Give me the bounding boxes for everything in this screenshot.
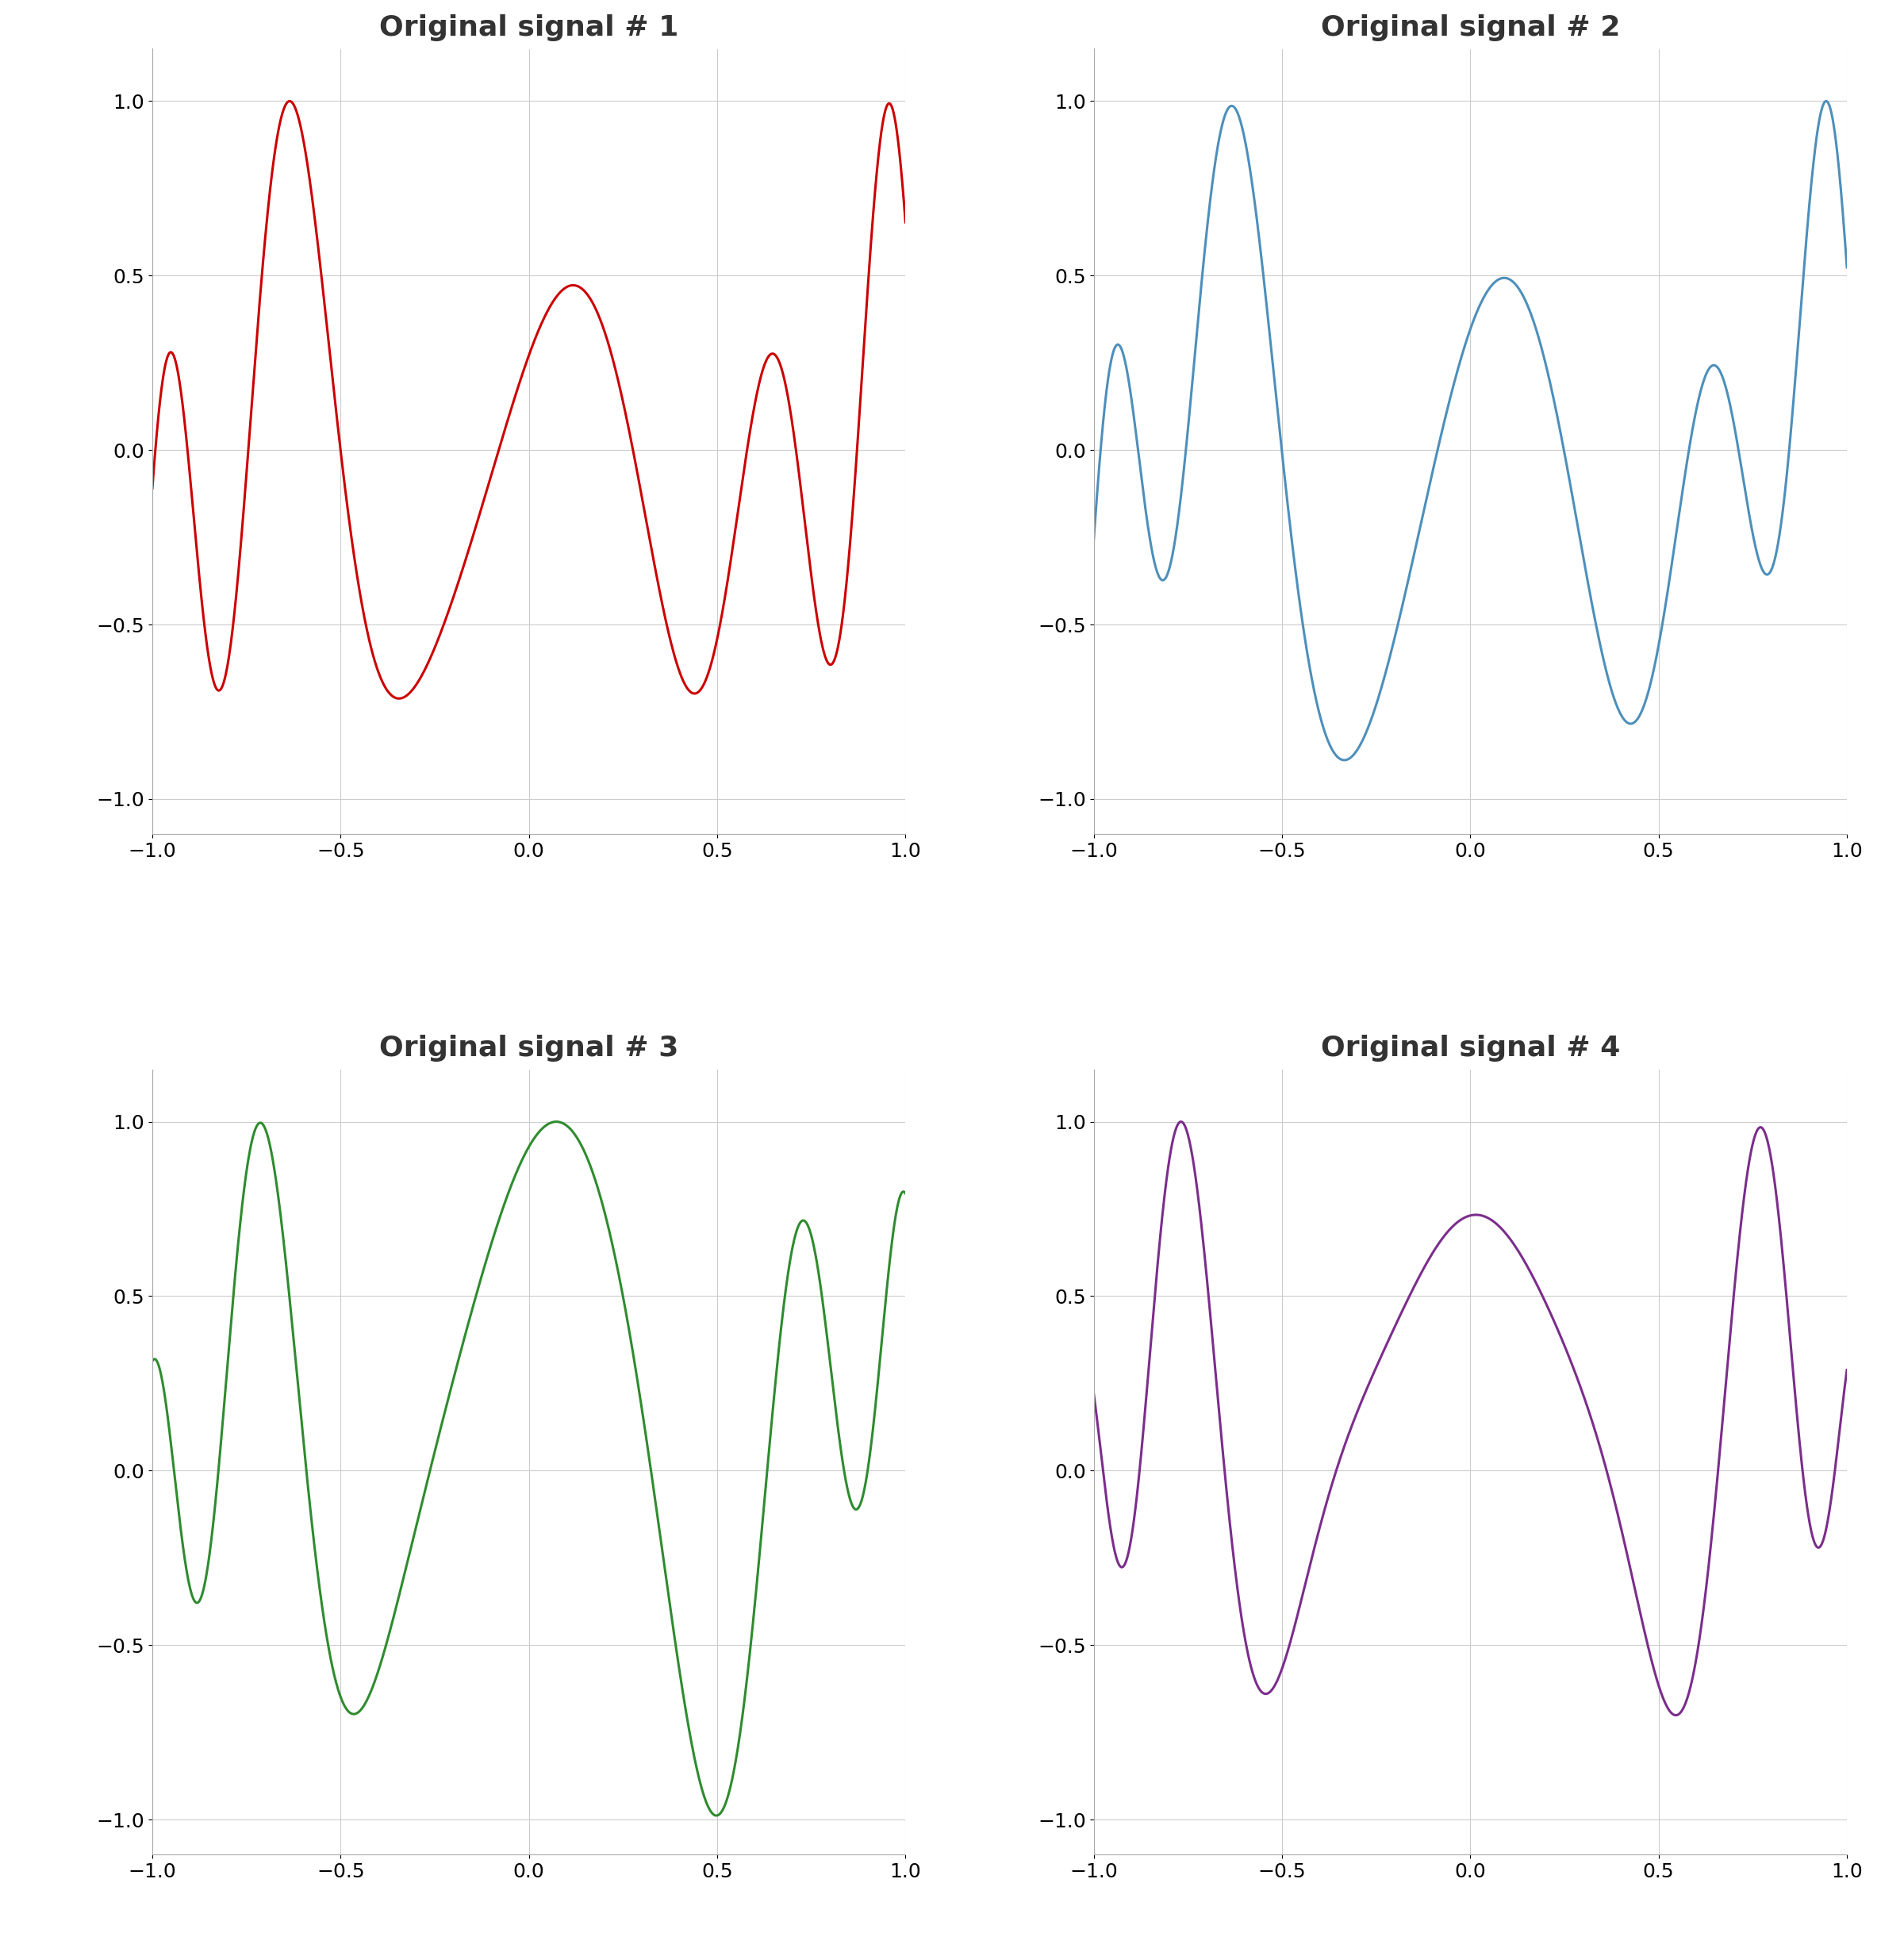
Title: Original signal # 2: Original signal # 2: [1321, 14, 1620, 41]
Title: Original signal # 1: Original signal # 1: [379, 14, 678, 41]
Title: Original signal # 4: Original signal # 4: [1321, 1035, 1620, 1062]
Title: Original signal # 3: Original signal # 3: [379, 1035, 678, 1062]
